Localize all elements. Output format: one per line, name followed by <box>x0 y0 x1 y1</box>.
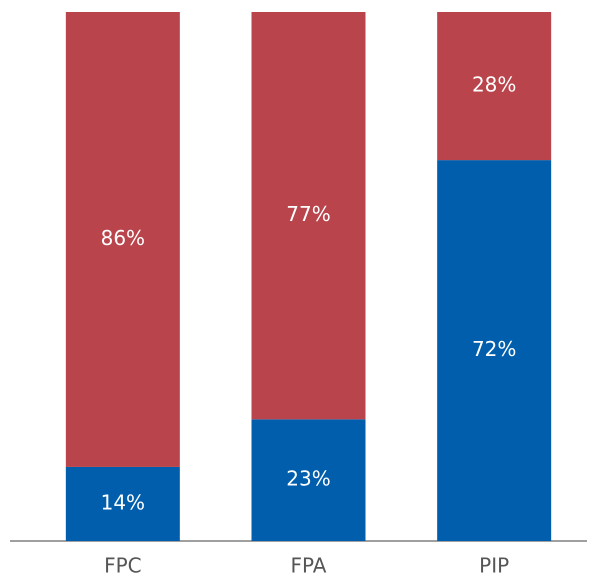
bar-segment <box>251 419 366 541</box>
value-label: 14% <box>101 490 145 514</box>
x-tick-label: FPA <box>291 554 327 578</box>
value-label: 72% <box>472 337 516 361</box>
bar-segment <box>65 466 180 541</box>
value-label: 86% <box>101 226 145 250</box>
x-tick-label: FPC <box>104 554 142 578</box>
value-label: 28% <box>472 73 516 97</box>
bar-segment <box>437 160 552 541</box>
bar-segment <box>251 12 366 420</box>
x-tick-label: PIP <box>479 554 509 578</box>
value-label: 23% <box>286 467 330 491</box>
value-label: 77% <box>286 202 330 226</box>
bar-segment <box>437 12 552 161</box>
bar-segment <box>65 12 180 467</box>
